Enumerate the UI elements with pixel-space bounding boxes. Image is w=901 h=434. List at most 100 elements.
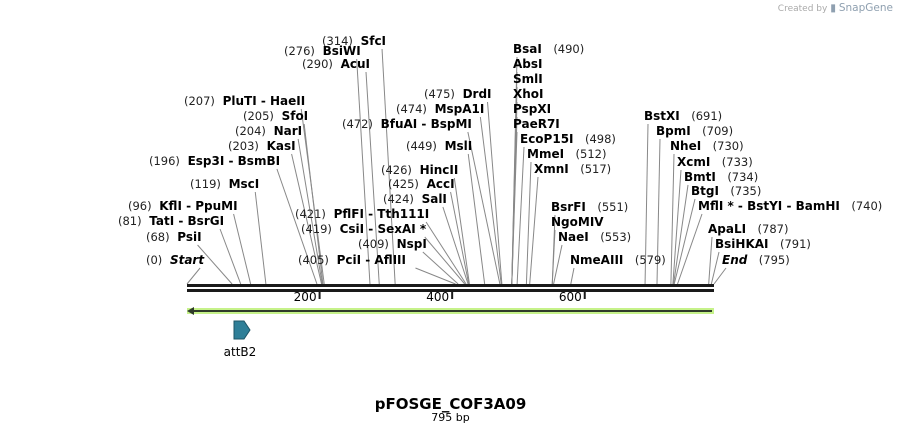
- enzyme-site-label[interactable]: (419) CsiI - SexAI *: [301, 222, 426, 236]
- site-position: (276): [284, 44, 315, 58]
- leader-line: [219, 228, 242, 285]
- enzyme-site-label[interactable]: (405) PciI - AflIII: [298, 253, 406, 267]
- enzyme-site-label[interactable]: (449) MslI: [406, 139, 472, 153]
- site-position: (290): [302, 57, 333, 71]
- leader-line: [529, 176, 539, 285]
- site-position: (787): [757, 222, 789, 236]
- enzyme-site-label[interactable]: (96) KflI - PpuMI: [128, 199, 238, 213]
- site-name: MscI: [228, 177, 260, 191]
- site-name: NheI: [670, 139, 702, 153]
- enzyme-site-label[interactable]: NgoMIV: [551, 215, 615, 229]
- enzyme-site-label[interactable]: (314) SfcI: [322, 34, 386, 48]
- enzyme-site-label[interactable]: (119) MscI: [190, 177, 259, 191]
- site-position: (119): [190, 177, 221, 191]
- plasmid-title: pFOSGE_COF3A09: [374, 395, 527, 413]
- site-name: NspI: [396, 237, 427, 251]
- enzyme-site-label[interactable]: NaeI (553): [558, 230, 631, 244]
- tick-mark: [583, 292, 586, 299]
- site-position: (734): [727, 170, 759, 184]
- snapgene-credit: Created by ▮ SnapGene: [778, 2, 893, 14]
- site-position: (498): [584, 132, 616, 146]
- leader-line: [233, 213, 252, 285]
- site-name: MmeI: [527, 147, 565, 161]
- site-name: BsiHKAI: [715, 237, 769, 251]
- enzyme-site-label[interactable]: (203) KasI: [228, 139, 296, 153]
- tick-mark: [318, 292, 321, 299]
- enzyme-site-label[interactable]: BsaI (490): [513, 42, 584, 56]
- enzyme-site-label[interactable]: ApaLI (787): [708, 222, 788, 236]
- site-name: TatI - BsrGI: [149, 214, 225, 228]
- site-position: (490): [553, 42, 585, 56]
- site-position: (314): [322, 34, 353, 48]
- enzyme-site-label[interactable]: BstXI (691): [644, 109, 722, 123]
- enzyme-site-label[interactable]: XmnI (517): [534, 162, 611, 176]
- site-name: KflI - PpuMI: [159, 199, 238, 213]
- enzyme-site-label[interactable]: PaeR7I: [513, 117, 571, 131]
- enzyme-site-label[interactable]: (276) BsiWI: [284, 44, 361, 58]
- enzyme-site-label[interactable]: BmtI (734): [684, 170, 758, 184]
- leader-line: [677, 213, 703, 285]
- site-name: BsaI: [513, 42, 542, 56]
- credit-brand: SnapGene: [838, 2, 893, 14]
- leader-line: [479, 116, 502, 285]
- enzyme-site-label[interactable]: (68) PsiI: [146, 230, 202, 244]
- site-name: SalI: [421, 192, 447, 206]
- enzyme-site-label[interactable]: MmeI (512): [527, 147, 606, 161]
- leader-line: [467, 153, 486, 285]
- enzyme-site-label[interactable]: (290) AcuI: [302, 57, 370, 71]
- enzyme-site-label[interactable]: (207) PluTI - HaeII: [184, 94, 305, 108]
- site-position: (730): [712, 139, 744, 153]
- tick-label: 600: [559, 290, 582, 304]
- site-name: EcoP15I: [520, 132, 574, 146]
- site-name: PciI - AflIII: [336, 253, 406, 267]
- enzyme-site-label[interactable]: (475) DrdI: [424, 87, 492, 101]
- enzyme-site-label[interactable]: NmeAIII (579): [570, 253, 666, 267]
- enzyme-site-label[interactable]: (425) AccI: [388, 177, 455, 191]
- leader-line: [422, 251, 459, 285]
- enzyme-site-label[interactable]: (196) Esp3I - BsmBI: [149, 154, 280, 168]
- site-position: (795): [758, 253, 790, 267]
- leader-line: [656, 138, 661, 285]
- leader-line: [297, 138, 323, 285]
- leader-line: [381, 48, 396, 285]
- enzyme-site-label[interactable]: BpmI (709): [656, 124, 733, 138]
- site-position: (709): [702, 124, 734, 138]
- leader-line: [644, 123, 649, 285]
- leader-line: [467, 131, 501, 285]
- enzyme-site-label[interactable]: PspXI: [513, 102, 563, 116]
- enzyme-site-label[interactable]: AbsI: [513, 57, 554, 71]
- enzyme-site-label[interactable]: MflI * - BstYI - BamHI (740): [698, 199, 882, 213]
- enzyme-site-label[interactable]: (426) HincII: [381, 163, 458, 177]
- site-name: Esp3I - BsmBI: [187, 154, 281, 168]
- leader-line: [254, 191, 267, 285]
- site-name: BfuAI - BspMI: [380, 117, 472, 131]
- site-position: (472): [342, 117, 373, 131]
- feature-label[interactable]: attB2: [224, 345, 257, 359]
- enzyme-site-label[interactable]: NheI (730): [670, 139, 744, 153]
- enzyme-site-label[interactable]: (421) PflFI - Tth111I: [295, 207, 429, 221]
- enzyme-site-label[interactable]: (424) SalI: [383, 192, 447, 206]
- site-position: (96): [128, 199, 152, 213]
- enzyme-site-label[interactable]: (81) TatI - BsrGI: [118, 214, 224, 228]
- leader-line: [415, 267, 456, 285]
- site-position: (474): [396, 102, 427, 116]
- enzyme-site-label[interactable]: BsrFI (551): [551, 200, 628, 214]
- enzyme-site-label[interactable]: End (795): [722, 253, 790, 267]
- site-position: (68): [146, 230, 170, 244]
- enzyme-site-label[interactable]: SmlI: [513, 72, 554, 86]
- enzyme-site-label[interactable]: BtgI (735): [691, 184, 761, 198]
- enzyme-site-label[interactable]: BsiHKAI (791): [715, 237, 811, 251]
- enzyme-site-label[interactable]: (409) NspI: [358, 237, 427, 251]
- enzyme-site-label[interactable]: (474) MspA1I: [396, 102, 484, 116]
- enzyme-site-label[interactable]: (205) SfoI: [243, 109, 308, 123]
- enzyme-site-label[interactable]: EcoP15I (498): [520, 132, 616, 146]
- leader-line: [553, 244, 563, 285]
- site-position: (205): [243, 109, 274, 123]
- enzyme-site-label[interactable]: (0) Start: [146, 253, 204, 267]
- site-name: MflI * - BstYI - BamHI: [698, 199, 840, 213]
- enzyme-site-label[interactable]: XcmI (733): [677, 155, 753, 169]
- site-name: PluTI - HaeII: [222, 94, 306, 108]
- enzyme-site-label[interactable]: (472) BfuAI - BspMI: [342, 117, 472, 131]
- enzyme-site-label[interactable]: (204) NarI: [235, 124, 302, 138]
- enzyme-site-label[interactable]: XhoI: [513, 87, 555, 101]
